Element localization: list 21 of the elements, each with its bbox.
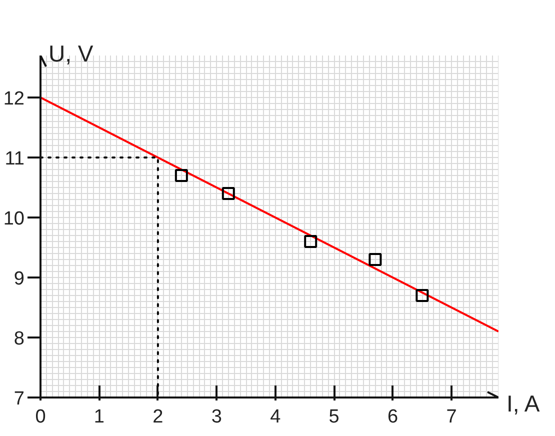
- y-tick-label: 11: [4, 148, 25, 170]
- x-tick-label: 2: [152, 406, 164, 428]
- point: [174, 169, 188, 182]
- x-tick-label: 1: [94, 406, 105, 428]
- y-tick-label: 10: [3, 208, 25, 230]
- x-tick-label: 0: [35, 406, 46, 428]
- x-tick-label: 5: [328, 406, 340, 428]
- y-axis-title: U, V: [48, 40, 94, 66]
- point: [304, 235, 318, 248]
- y-tick-label: 9: [14, 268, 25, 290]
- y-tick-label: 8: [14, 328, 25, 350]
- x-tick-label: 4: [270, 406, 282, 428]
- x-axis-title: I, A: [506, 390, 540, 416]
- x-tick-label: 6: [388, 406, 398, 428]
- x-tick-label: 7: [446, 406, 457, 428]
- y-tick-label: 12: [3, 88, 25, 110]
- x-tick-label: 3: [211, 406, 222, 428]
- point: [222, 187, 235, 200]
- point: [368, 253, 382, 266]
- point: [416, 289, 429, 302]
- y-tick-label: 7: [14, 388, 25, 410]
